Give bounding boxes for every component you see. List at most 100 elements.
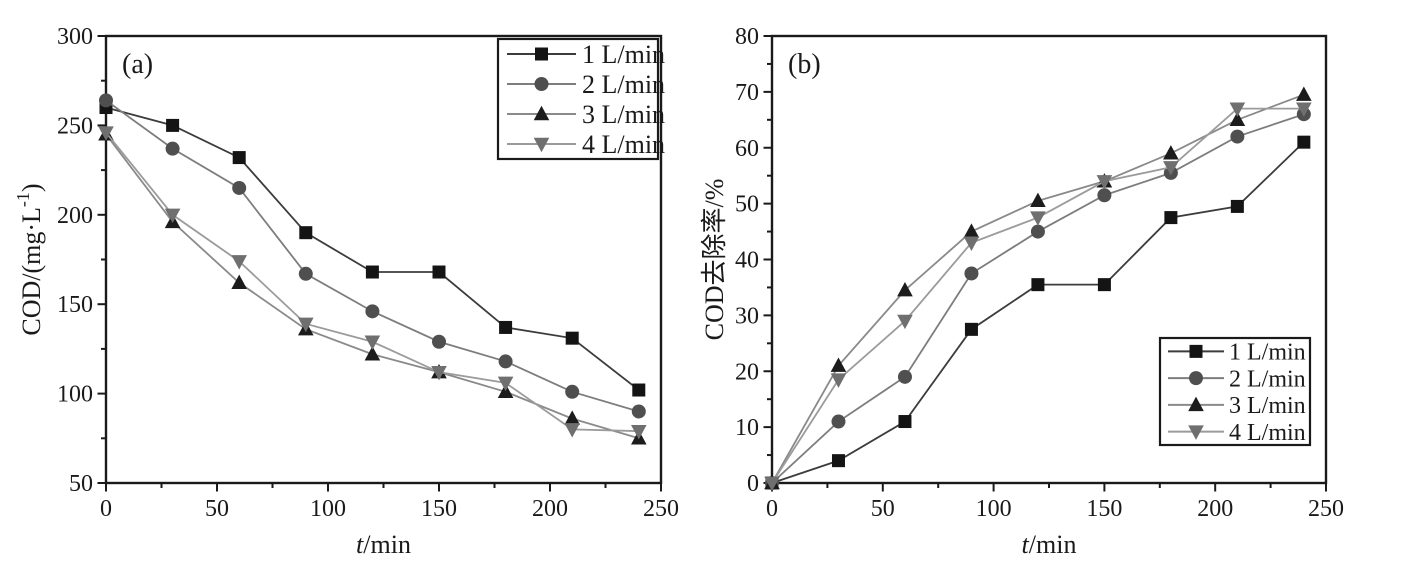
x-tick-label: 250 — [643, 496, 679, 522]
x-tick-label: 100 — [976, 496, 1012, 522]
legend-box — [1158, 336, 1312, 447]
triangle-down-data-point-icon — [431, 365, 447, 381]
x-tick-label: 0 — [766, 496, 778, 522]
y-tick-label: 40 — [735, 248, 759, 274]
y-tick-label: 250 — [57, 113, 93, 139]
triangle-up-data-point-icon — [564, 410, 580, 425]
circle-data-point-icon — [565, 384, 580, 399]
x-axis-ticks — [771, 483, 1327, 492]
circle-data-point-icon — [831, 414, 846, 429]
y-tick-label: 30 — [735, 303, 759, 329]
square-data-point-icon — [565, 331, 579, 345]
x-tick-label: 200 — [1197, 496, 1233, 522]
y-axis-ticks — [97, 35, 106, 484]
circle-data-point-icon — [1097, 188, 1112, 203]
square-data-point-icon — [232, 151, 246, 165]
panel-label: (b) — [788, 49, 821, 80]
circle-data-point-icon — [1230, 129, 1245, 144]
panel-label: (a) — [122, 49, 153, 80]
y-axis-label: COD/(mg·L-1) — [13, 183, 46, 335]
square-data-point-icon — [432, 265, 446, 279]
triangle-up-data-point-icon — [830, 357, 847, 372]
triangle-up-data-point-icon — [963, 223, 980, 238]
legend-box — [496, 37, 660, 161]
square-data-point-icon — [299, 226, 313, 240]
square-data-point-icon — [1031, 278, 1045, 292]
triangle-down-data-point-icon — [1229, 102, 1246, 117]
series-points-1-l-min — [765, 135, 1311, 490]
triangle-down-data-point-icon — [963, 236, 980, 251]
x-tick-labels: 0 50 100 150 200 250 — [766, 496, 1344, 522]
triangle-down-data-point-icon — [497, 376, 514, 392]
x-tick-labels: 0 50 100 150 200 250 — [100, 496, 679, 522]
y-tick-label: 300 — [57, 24, 93, 50]
square-data-point-icon — [365, 265, 379, 279]
x-tick-label: 150 — [1086, 496, 1122, 522]
square-data-point-icon — [632, 383, 646, 397]
circle-data-point-icon — [964, 266, 979, 281]
triangle-up-data-point-icon — [364, 346, 381, 361]
circle-data-point-icon — [165, 141, 180, 156]
circle-data-point-icon — [631, 404, 646, 419]
triangle-up-data-point-icon — [1163, 145, 1179, 160]
legend-label: 4 L/min — [1229, 420, 1306, 446]
legend-square-icon — [1189, 344, 1203, 358]
x-tick-label: 100 — [310, 496, 346, 522]
legend-square-icon — [535, 47, 548, 61]
legend-entry-3-l-min: 3 L/min — [1168, 393, 1306, 419]
legend-label: 3 L/min — [1229, 393, 1306, 419]
circle-data-point-icon — [365, 304, 380, 319]
circle-data-point-icon — [432, 334, 446, 349]
x-tick-label: 250 — [1308, 496, 1344, 522]
triangle-down-data-point-icon — [1296, 102, 1312, 117]
square-data-point-icon — [499, 320, 513, 334]
square-data-point-icon — [1164, 211, 1178, 225]
x-tick-label: 50 — [205, 496, 229, 522]
triangle-up-data-point-icon — [1030, 192, 1046, 208]
panel-a: 0 50 100 150 200 250 50 100 150 200 250 300 t/min COD… — [13, 24, 679, 559]
circle-data-point-icon — [1030, 224, 1045, 239]
triangle-down-data-point-icon — [98, 126, 114, 141]
x-axis-label: t/min — [1022, 530, 1077, 559]
legend-entry-2-l-min: 2 L/min — [1168, 366, 1306, 392]
x-tick-label: 0 — [100, 496, 112, 522]
y-tick-label: 100 — [57, 382, 93, 408]
legend-label: 1 L/min — [1229, 340, 1306, 366]
y-tick-label: 150 — [57, 292, 93, 318]
legend-entry-1-l-min: 1 L/min — [507, 40, 665, 69]
x-tick-label: 50 — [871, 496, 895, 522]
legend-triangle-up-icon — [533, 105, 550, 121]
circle-data-point-icon — [99, 93, 113, 108]
triangle-down-data-point-icon — [364, 335, 381, 350]
legend-label: 2 L/min — [1229, 366, 1306, 392]
series-points-2-l-min — [99, 93, 646, 419]
square-data-point-icon — [1297, 135, 1311, 149]
y-tick-labels: 50 100 150 200 250 300 — [57, 24, 93, 497]
triangle-up-data-point-icon — [1296, 86, 1312, 101]
triangle-down-data-point-icon — [1030, 211, 1046, 226]
x-tick-label: 200 — [532, 496, 568, 522]
triangle-down-data-point-icon — [564, 423, 580, 438]
circle-data-point-icon — [298, 266, 313, 281]
y-tick-label: 60 — [735, 136, 759, 162]
square-data-point-icon — [166, 118, 180, 132]
y-tick-label: 80 — [735, 24, 759, 50]
legend-circle-icon — [1189, 371, 1203, 386]
y-tick-label: 50 — [735, 192, 759, 218]
panel-b: 0 50 100 150 200 250 0 10 20 30 40 50 60 70 80 t/min COD… — [700, 24, 1344, 559]
x-tick-label: 150 — [421, 496, 457, 522]
series-points-1-l-min — [99, 101, 646, 397]
square-data-point-icon — [831, 454, 845, 468]
legend-entry-3-l-min: 3 L/min — [507, 100, 665, 129]
circle-data-point-icon — [897, 369, 912, 384]
legend-label: 4 L/min — [582, 130, 665, 159]
legend-label: 1 L/min — [582, 40, 665, 69]
triangle-up-data-point-icon — [897, 282, 913, 297]
triangle-down-data-point-icon — [830, 373, 847, 388]
legend-circle-icon — [534, 77, 549, 91]
y-tick-label: 70 — [735, 80, 759, 106]
square-data-point-icon — [898, 415, 912, 429]
series-line-3-l-min — [105, 133, 640, 440]
